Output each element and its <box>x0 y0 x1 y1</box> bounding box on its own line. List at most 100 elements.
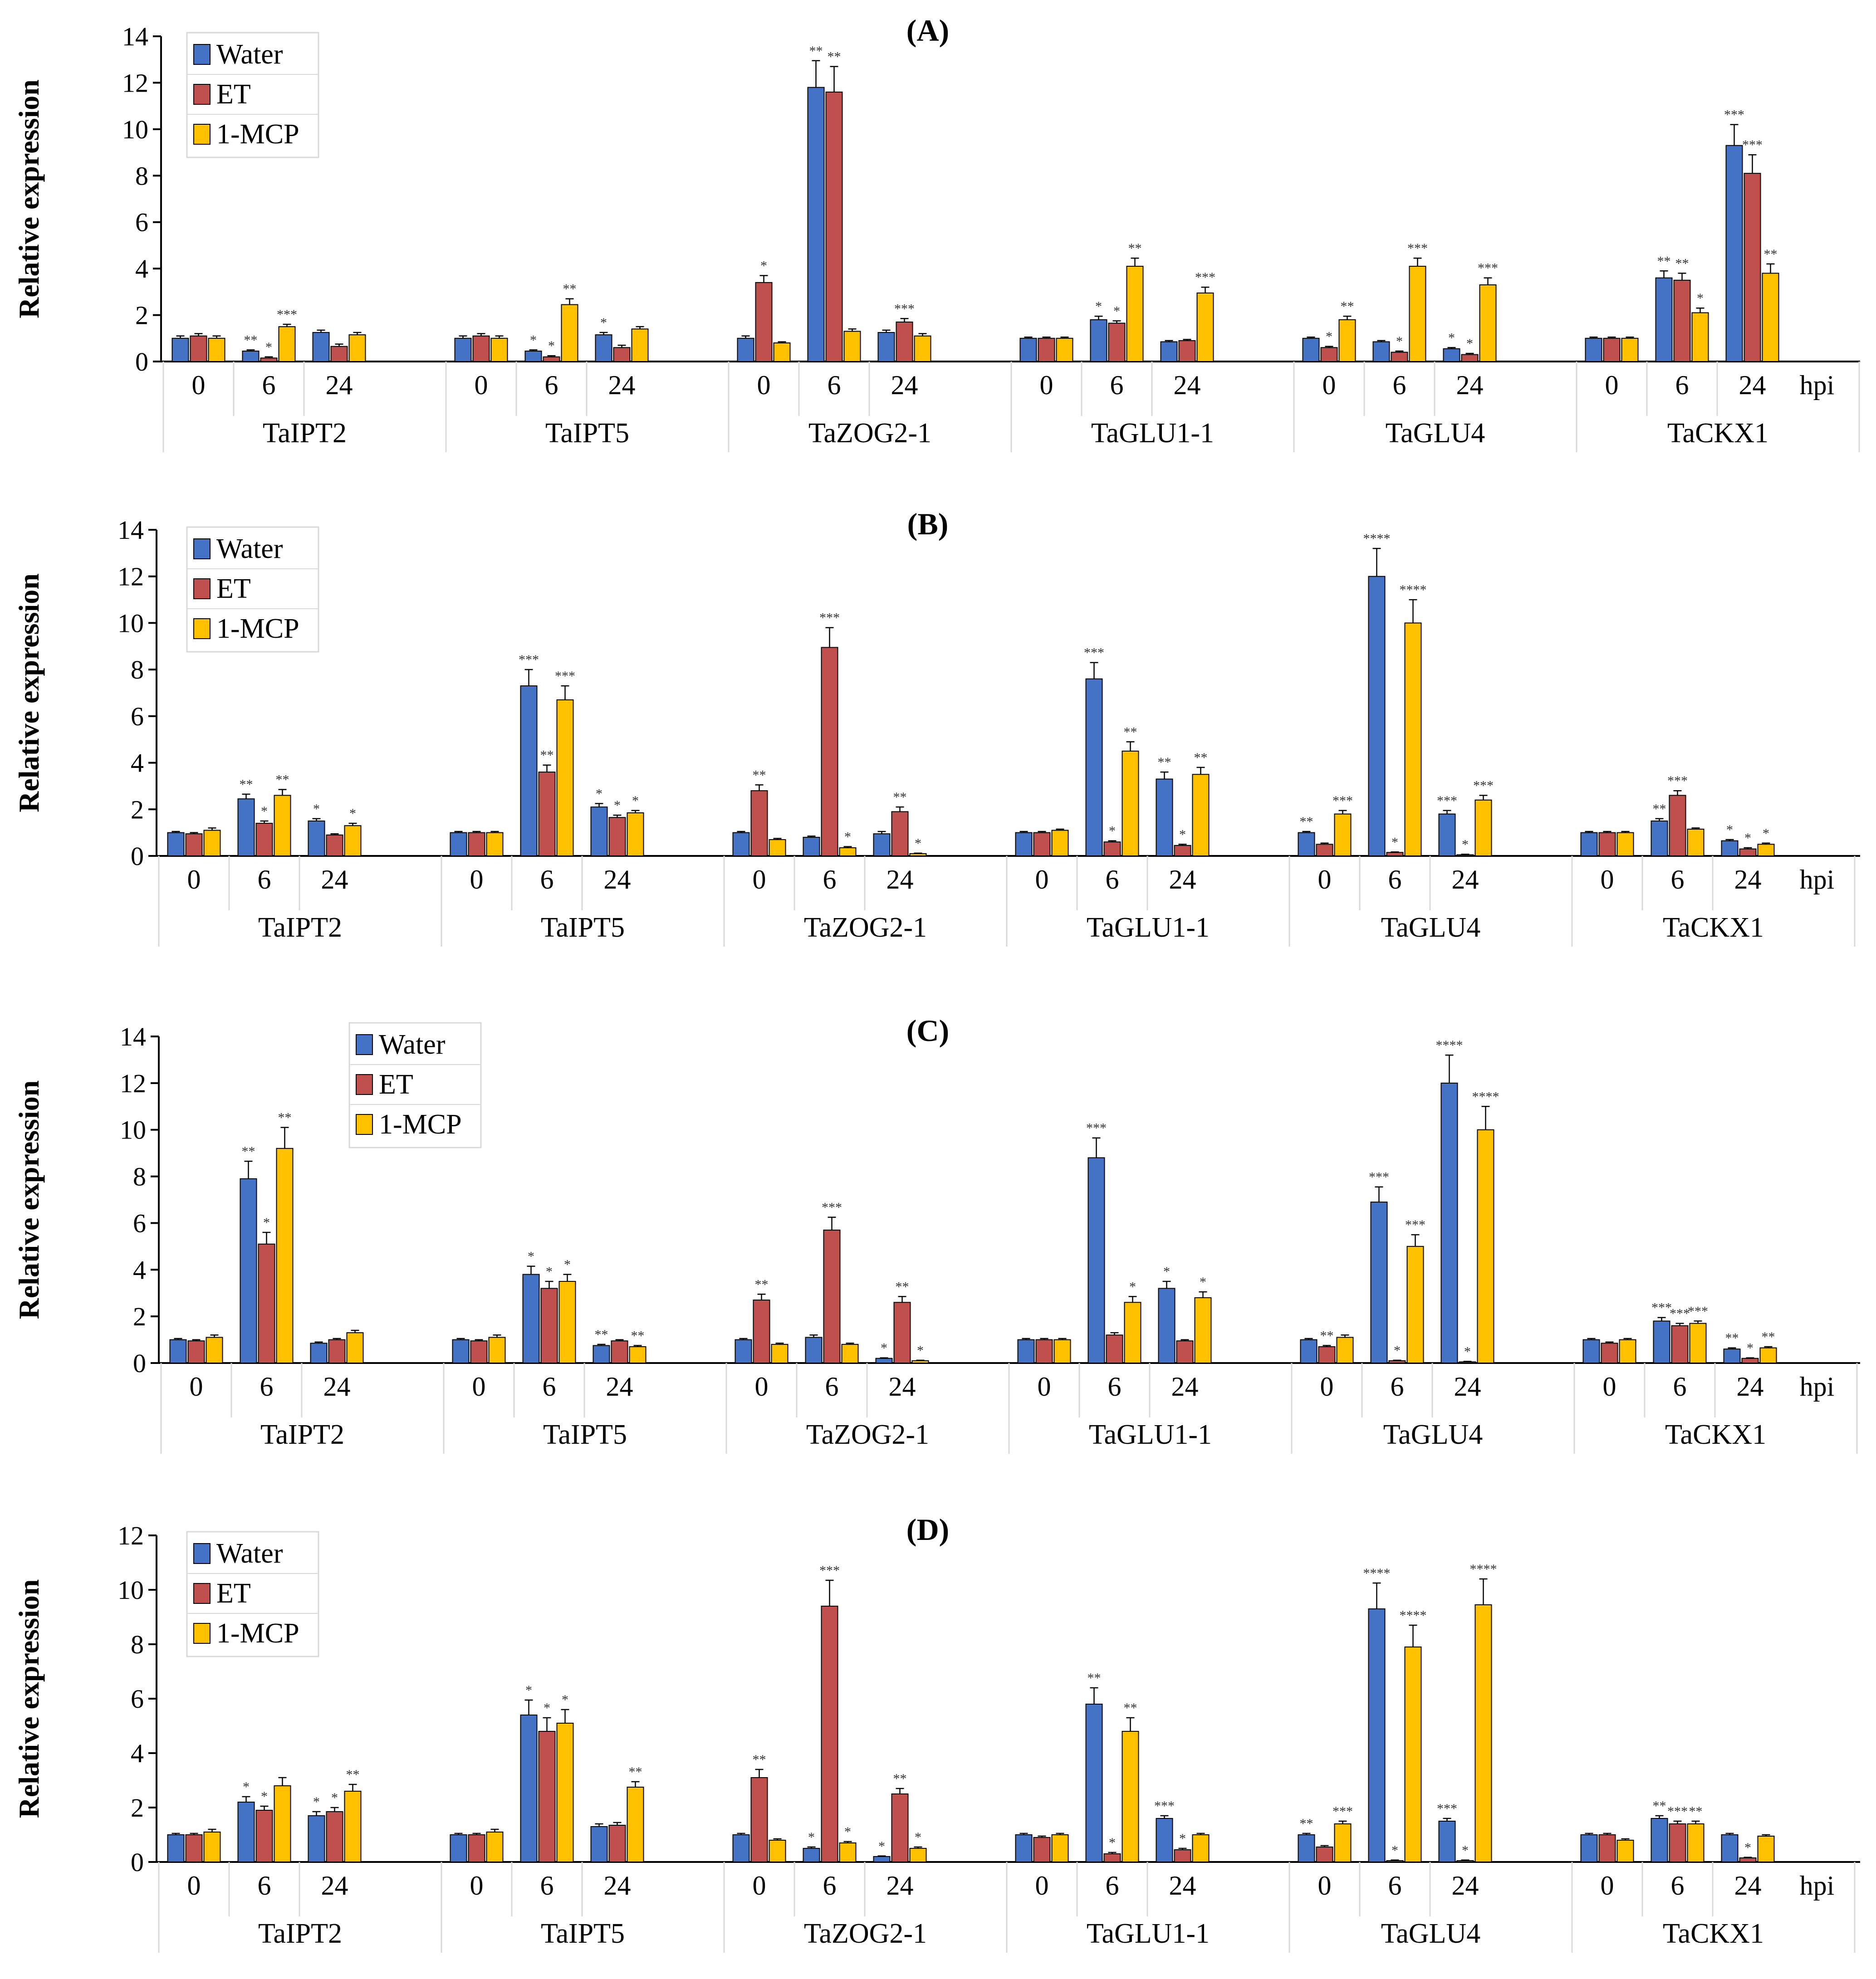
bar-et <box>753 1300 770 1363</box>
significance-label: * <box>1462 1843 1469 1858</box>
bar-et <box>1176 1340 1194 1363</box>
y-tick-label: 14 <box>118 515 144 545</box>
significance-label: * <box>1326 329 1332 344</box>
bar-1-mcp <box>1056 337 1073 362</box>
legend-swatch <box>356 1114 373 1135</box>
bar-1-mcp <box>1336 1337 1354 1363</box>
bar-et <box>468 832 485 856</box>
bar-1-mcp <box>490 337 508 362</box>
timepoint-label: 6 <box>1671 865 1685 894</box>
significance-label: *** <box>1688 1304 1708 1319</box>
timepoint-label: 0 <box>1318 1871 1332 1901</box>
significance-label: ** <box>242 1144 255 1159</box>
significance-label: * <box>261 804 268 819</box>
bar-water <box>524 350 542 362</box>
bar-1-mcp <box>1616 1840 1634 1862</box>
bar-et <box>543 356 560 362</box>
significance-label: * <box>1163 1264 1170 1279</box>
bar-water <box>1158 1288 1176 1363</box>
significance-label: ** <box>629 1764 642 1779</box>
bar-et <box>330 346 348 362</box>
y-tick-label: 6 <box>131 1684 144 1714</box>
significance-label: **** <box>1363 531 1391 546</box>
bar-et <box>1386 1860 1404 1862</box>
significance-label: * <box>349 806 356 821</box>
significance-label: * <box>844 829 851 844</box>
bar-water <box>805 1337 823 1363</box>
bar-et <box>750 1777 768 1862</box>
bar-water <box>1156 778 1173 857</box>
bar-1-mcp <box>841 1344 859 1364</box>
significance-label: ** <box>1087 1671 1101 1686</box>
bar-water <box>1372 341 1390 362</box>
bar-1-mcp <box>346 1332 364 1363</box>
significance-label: * <box>1179 1831 1186 1846</box>
bar-1-mcp <box>1406 1246 1424 1364</box>
gene-label: TaIPT5 <box>543 1419 627 1450</box>
significance-label: * <box>1462 837 1469 852</box>
legend-swatch <box>193 538 211 559</box>
bar-1-mcp <box>1122 750 1139 856</box>
bar-water <box>1721 1834 1739 1862</box>
bar-et <box>187 1340 205 1363</box>
timepoint-label: 6 <box>823 865 837 894</box>
bar-et <box>326 1811 343 1862</box>
bar-et <box>1461 354 1479 362</box>
bar-water <box>1725 145 1743 362</box>
y-tick-label: 8 <box>131 655 144 684</box>
gene-label: TaGLU1-1 <box>1087 1918 1210 1949</box>
bar-water <box>873 1856 891 1862</box>
timepoint-label: 0 <box>1601 865 1614 894</box>
significance-label: * <box>313 1794 320 1809</box>
legend-swatch <box>193 84 211 105</box>
bar-water <box>590 1826 608 1862</box>
significance-label: ** <box>1128 241 1142 256</box>
timepoint-label: 6 <box>1388 1871 1402 1901</box>
bar-et <box>1601 1343 1618 1363</box>
bar-et <box>1038 337 1055 362</box>
significance-label: * <box>1391 835 1398 850</box>
bar-et <box>1178 340 1196 362</box>
bar-et <box>896 321 913 362</box>
bar-water <box>807 87 825 362</box>
significance-label: * <box>915 1830 921 1845</box>
bar-water <box>803 836 820 857</box>
bar-water <box>595 334 612 362</box>
bar-1-mcp <box>203 1832 221 1862</box>
timepoint-label: 0 <box>757 370 771 400</box>
gene-label: TaGLU1-1 <box>1091 418 1214 449</box>
bar-1-mcp <box>206 1337 223 1363</box>
significance-label: *** <box>1405 1217 1425 1232</box>
legend-label: 1-MCP <box>216 613 299 644</box>
timepoint-label: 24 <box>889 1372 916 1402</box>
significance-label: * <box>1763 826 1769 841</box>
timepoint-label: 0 <box>187 865 201 894</box>
legend-label: ET <box>216 79 251 110</box>
bar-water <box>1300 1339 1318 1364</box>
significance-label: ** <box>753 1752 766 1767</box>
timepoint-label: 0 <box>472 1372 486 1402</box>
gene-label: TaIPT2 <box>258 912 342 943</box>
timepoint-label: 0 <box>1323 370 1336 400</box>
significance-label: ** <box>893 790 907 805</box>
bar-water <box>1160 341 1178 362</box>
significance-label: *** <box>1437 1801 1457 1816</box>
bar-1-mcp <box>208 337 225 362</box>
bar-et <box>1388 1360 1406 1364</box>
bar-et <box>185 833 203 856</box>
bar-water <box>1580 832 1598 856</box>
bar-water <box>450 832 467 856</box>
timepoint-label: 6 <box>1106 865 1119 894</box>
timepoint-label: 6 <box>1106 1871 1119 1901</box>
gene-label: TaZOG2-1 <box>808 418 931 449</box>
significance-label: *** <box>555 669 575 684</box>
significance-label: * <box>844 1824 851 1839</box>
bar-water <box>877 332 895 362</box>
bar-et <box>1598 1834 1616 1862</box>
bar-water <box>593 1345 610 1363</box>
bar-et <box>608 817 626 857</box>
legend-swatch <box>193 1543 211 1564</box>
significance-label: ** <box>1762 1329 1775 1344</box>
bar-water <box>454 337 472 362</box>
